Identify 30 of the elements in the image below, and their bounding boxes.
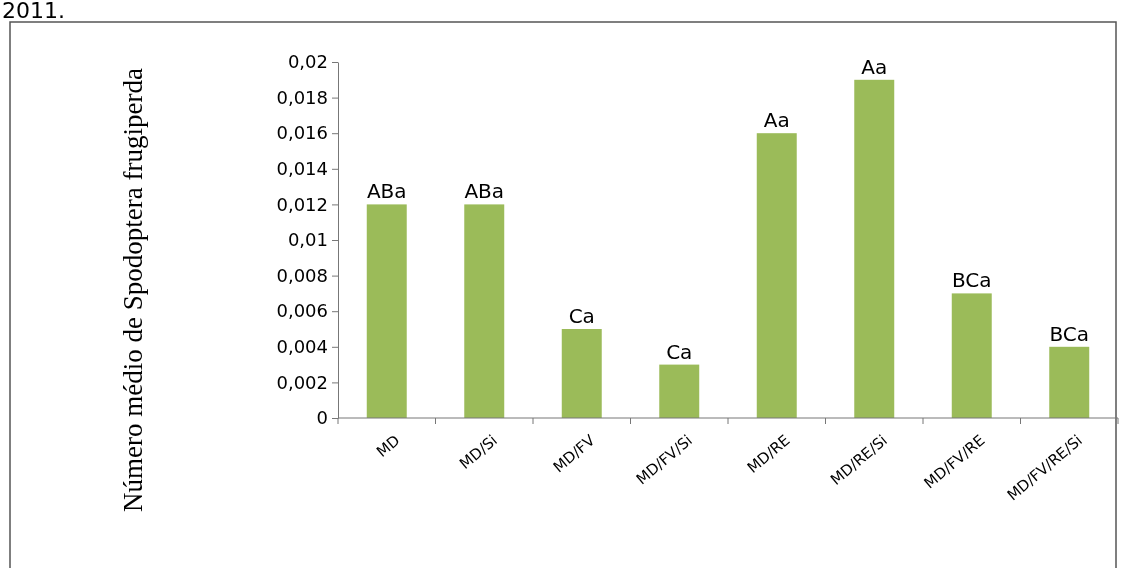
y-tick-label: 0,006 [276,300,328,322]
bar [464,204,505,418]
data-label: Aa [861,54,888,79]
y-tick-label: 0,002 [276,371,328,393]
x-tick-label: MD [372,431,404,461]
y-tick-label: 0,012 [276,193,328,215]
y-axis-title: Número médio de Spodoptera frugiperda [118,68,148,512]
y-tick-label: 0 [316,407,328,429]
data-label: Aa [763,108,790,133]
data-label: ABa [464,179,505,204]
bar [1049,346,1090,418]
bar [659,364,700,418]
y-tick-label: 0,014 [276,158,328,180]
y-tick-label: 0,008 [276,264,328,286]
data-label: BCa [1049,321,1090,346]
bar [756,133,797,418]
data-label: Ca [568,304,595,328]
data-label: ABa [366,179,407,204]
y-tick-label: 0,01 [287,229,328,251]
bar [854,79,895,418]
data-label: Ca [666,339,693,364]
bar [561,329,602,418]
y-tick-label: 0,016 [276,122,328,144]
y-tick-label: 0,004 [276,336,328,358]
data-label: BCa [951,268,992,293]
bar [366,204,407,418]
text: 2011. [2,0,65,23]
y-tick-label: 0,018 [276,86,328,108]
bar [951,293,992,418]
y-tick-label: 0,02 [287,51,328,73]
